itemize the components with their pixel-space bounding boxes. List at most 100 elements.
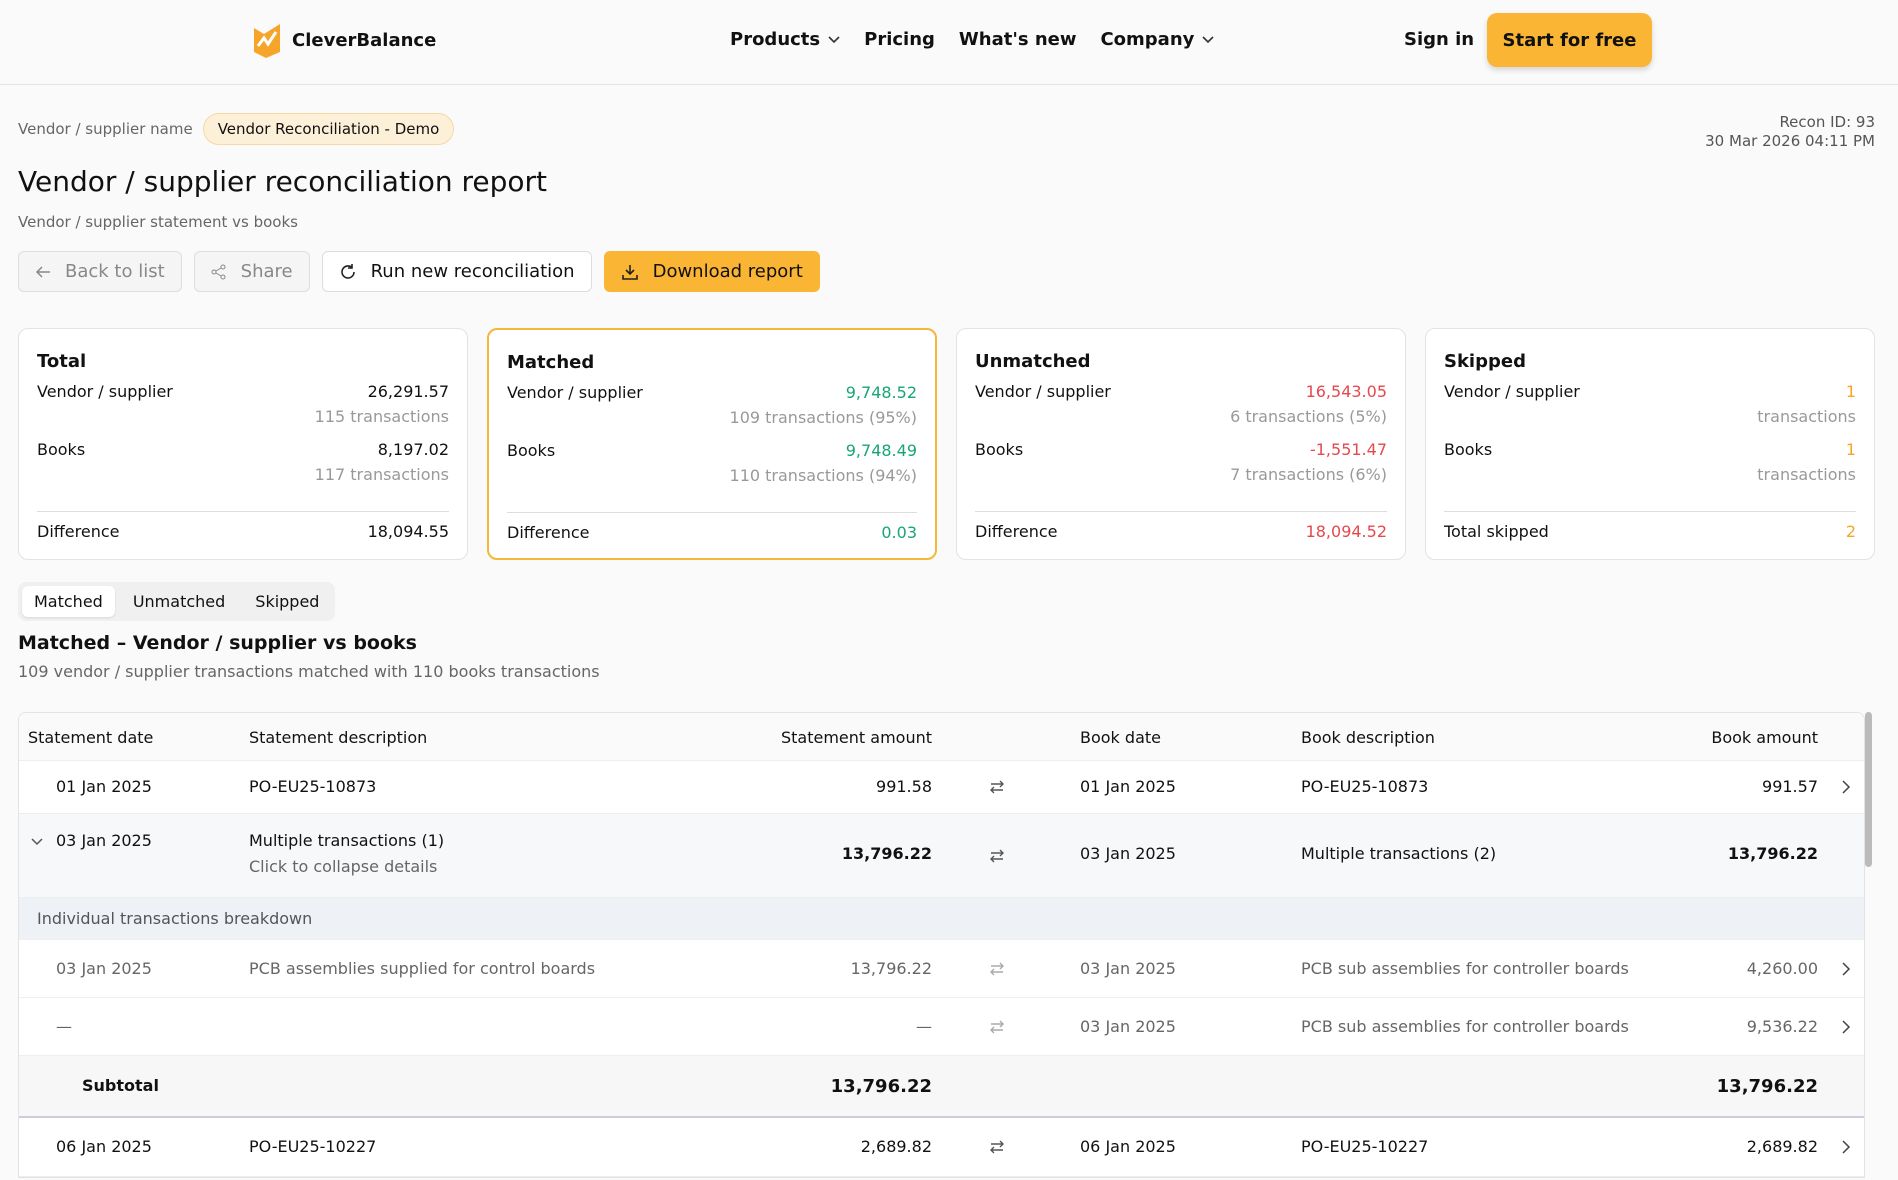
card-title: Skipped: [1444, 351, 1526, 372]
nav-link[interactable]: Company: [1100, 29, 1214, 50]
tab[interactable]: Matched: [22, 586, 115, 617]
logo-text: CleverBalance: [292, 29, 437, 51]
summary-card[interactable]: Unmatched Vendor / supplier 16,543.05 6 tra…: [956, 328, 1406, 560]
cell: 06 Jan 2025: [56, 1137, 152, 1156]
cell: Multiple transactions (1): [249, 831, 445, 850]
footer-label: Total skipped: [1444, 522, 1549, 541]
cell: PO-EU25-10873: [1301, 777, 1429, 796]
nav-link-text: Products: [730, 29, 821, 50]
page-subtitle: Vendor / supplier statement vs books: [18, 213, 298, 231]
row-label: Books: [1444, 440, 1493, 459]
nav-link[interactable]: What's new: [959, 29, 1077, 50]
column-header: Book date: [1080, 728, 1161, 747]
cta-button[interactable]: Start for free: [1487, 13, 1652, 67]
cell: PO-EU25-10873: [249, 777, 377, 796]
cell: PCB sub assemblies for controller boards: [1301, 1017, 1629, 1036]
card-footer: Total skipped 2: [1444, 511, 1856, 541]
card-row: Books 1: [1444, 440, 1856, 459]
group-row[interactable]: 03 Jan 2025 Multiple transactions (1) 13,7…: [19, 814, 1864, 898]
cell: 2,689.82: [860, 1137, 932, 1156]
row-label: Books: [37, 440, 86, 459]
summary-card[interactable]: Skipped Vendor / supplier 1 transactions Boo…: [1425, 328, 1875, 560]
row-value: 9,748.49: [845, 441, 917, 460]
summary-card[interactable]: Total Vendor / supplier 26,291.57 115 trans…: [18, 328, 468, 560]
cell: —: [916, 1017, 932, 1036]
subtotal-book: 13,796.22: [1716, 1076, 1818, 1097]
cell: 03 Jan 2025: [56, 959, 152, 978]
cell: 991.57: [1762, 777, 1818, 796]
cell: 01 Jan 2025: [1080, 777, 1176, 796]
scrollbar[interactable]: [1865, 712, 1872, 867]
footer-label: Difference: [37, 522, 120, 541]
nav-link-text: What's new: [958, 29, 1077, 50]
tab[interactable]: Unmatched: [132, 592, 226, 611]
row-value: 26,291.57: [367, 382, 449, 401]
breadcrumb: Vendor / supplier name Vendor Reconciliat…: [18, 113, 455, 145]
note: Click to collapse details: [249, 857, 438, 876]
logo[interactable]: CleverBalance: [252, 22, 436, 58]
tab[interactable]: Skipped: [255, 592, 320, 611]
cell: 9,536.22: [1746, 1017, 1818, 1036]
row-label: Vendor / supplier: [1444, 382, 1580, 401]
sign-in[interactable]: Sign in: [1404, 29, 1475, 50]
row-sub: transactions: [1757, 465, 1856, 484]
column-header: Statement amount: [780, 728, 932, 747]
cell: PO-EU25-10227: [249, 1137, 377, 1156]
row-sub: 6 transactions (5%): [1230, 407, 1387, 426]
card-row: Vendor / supplier 1: [1444, 382, 1856, 401]
cell: 2,689.82: [1746, 1137, 1818, 1156]
cell: 13,796.22: [850, 959, 932, 978]
breakdown-row[interactable]: — — 03 Jan 2025 PCB sub assemblies for cont…: [19, 998, 1864, 1056]
cell: 01 Jan 2025: [56, 777, 152, 796]
action-button[interactable]: Download report: [603, 251, 820, 292]
column-header: Book amount: [1711, 728, 1818, 747]
card-footer: Difference 18,094.52: [975, 511, 1387, 541]
card-footer: Difference 0.03: [507, 512, 917, 542]
cell: 03 Jan 2025: [56, 831, 152, 850]
row-sub: transactions: [1757, 407, 1856, 426]
table-row[interactable]: 01 Jan 2025 PO-EU25-10873 991.58 01 Jan 202…: [19, 761, 1864, 814]
card-title: Total: [37, 351, 87, 372]
row-label: Books: [975, 440, 1024, 459]
row-value: 9,748.52: [845, 383, 917, 402]
column-header: Statement date: [28, 728, 154, 747]
card-row: Books 8,197.02: [37, 440, 449, 459]
action-button[interactable]: Back to list: [18, 251, 182, 292]
section-subtitle: 109 vendor / supplier transactions match…: [18, 662, 600, 681]
row-value: 16,543.05: [1305, 382, 1387, 401]
summary-card[interactable]: Matched Vendor / supplier 9,748.52 109 tran…: [487, 328, 937, 560]
section-title: Matched – Vendor / supplier vs books: [18, 632, 417, 654]
nav-link[interactable]: Products: [730, 29, 840, 50]
footer-value: 18,094.52: [1305, 522, 1387, 541]
action-button[interactable]: Run new reconciliation: [321, 251, 592, 292]
row-value: 1: [1845, 382, 1856, 401]
nav-link[interactable]: Pricing: [864, 29, 935, 50]
cell: PO-EU25-10227: [1301, 1137, 1429, 1156]
cell: 03 Jan 2025: [1080, 959, 1176, 978]
card-row: Books -1,551.47: [975, 440, 1387, 459]
row-value: 1: [1845, 440, 1856, 459]
summary-cards: Total Vendor / supplier 26,291.57 115 trans…: [18, 328, 1875, 560]
footer-value: 0.03: [881, 523, 917, 542]
row-sub: 110 transactions (94%): [729, 466, 917, 485]
row-sub: 115 transactions: [314, 407, 449, 426]
nav-links: Products Pricing What's new Company: [730, 29, 1214, 50]
table: Statement date Statement description State…: [18, 712, 1865, 1178]
table-row[interactable]: 06 Jan 2025 PO-EU25-10227 2,689.82 06 Jan 2…: [19, 1118, 1864, 1177]
table-header: Statement date Statement description State…: [19, 713, 1864, 761]
cell: 991.58: [876, 777, 932, 796]
row-label: Vendor / supplier: [975, 382, 1111, 401]
logo-icon: [254, 24, 280, 58]
action-button[interactable]: Share: [193, 251, 310, 292]
breakdown-row[interactable]: 03 Jan 2025 PCB assemblies supplied for c…: [19, 940, 1864, 998]
row-sub: 109 transactions (95%): [729, 408, 917, 427]
card-row: Books 9,748.49: [507, 441, 917, 460]
cell: 4,260.00: [1746, 959, 1818, 978]
nav-link-text: Company: [1100, 29, 1195, 50]
cell: 13,796.22: [841, 844, 932, 863]
action-label: Share: [240, 261, 293, 282]
subtotal-row: Subtotal 13,796.22 13,796.22: [19, 1056, 1864, 1118]
page-title: Vendor / supplier reconciliation report: [18, 165, 548, 198]
cell: 06 Jan 2025: [1080, 1137, 1176, 1156]
recon-id: Recon ID: 93: [1779, 113, 1875, 131]
